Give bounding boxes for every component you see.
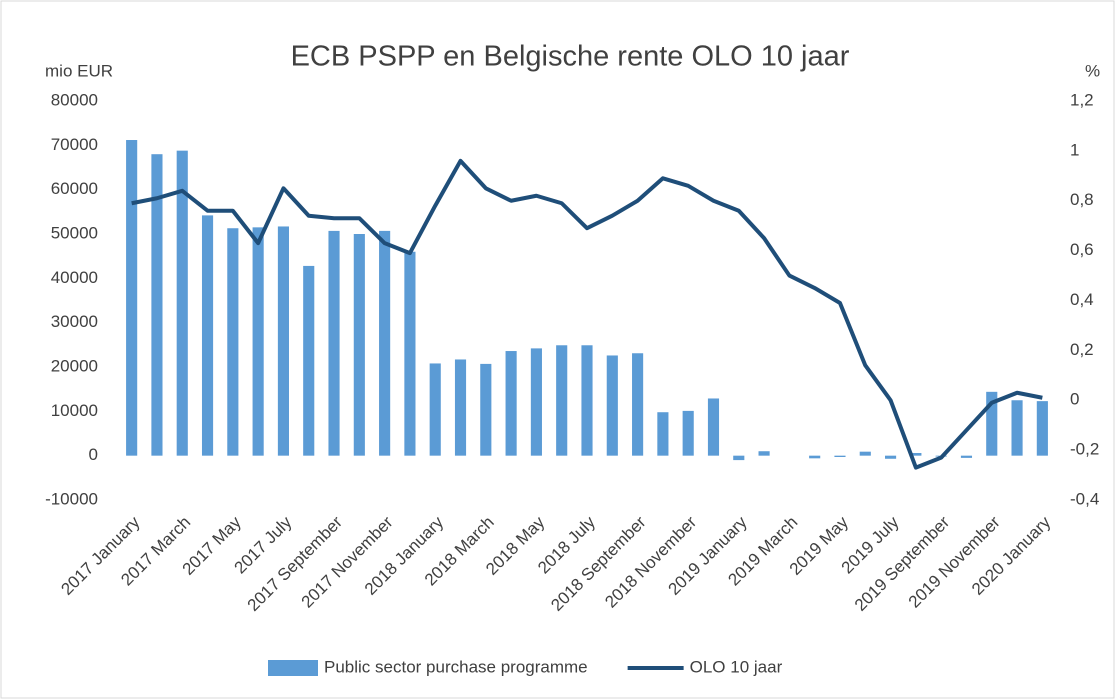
bar xyxy=(809,455,821,459)
y-tick-label: 0 xyxy=(89,445,98,464)
y2-tick-label: 1 xyxy=(1070,140,1079,159)
y2-tick-label: 1,2 xyxy=(1070,90,1094,109)
bar xyxy=(632,353,644,456)
chart-title: ECB PSPP en Belgische rente OLO 10 jaar xyxy=(291,41,850,73)
y2-tick-label: 0 xyxy=(1070,390,1079,409)
y2-tick-label: 0,4 xyxy=(1070,290,1094,309)
legend-label: Public sector purchase programme xyxy=(324,657,588,676)
bar xyxy=(960,455,973,458)
bar xyxy=(252,227,264,456)
line xyxy=(131,158,1043,470)
y-axis-label: mio EUR xyxy=(45,61,113,80)
bar xyxy=(277,226,289,456)
bar xyxy=(581,345,593,456)
bar xyxy=(682,410,694,456)
bar xyxy=(176,150,188,456)
bar xyxy=(328,230,340,456)
y-tick-label: 40000 xyxy=(51,268,98,287)
bar xyxy=(505,351,517,456)
y2-tick-label: 0,2 xyxy=(1070,340,1094,359)
y2-tick-label: 0,6 xyxy=(1070,240,1094,259)
bar xyxy=(404,251,416,456)
bar xyxy=(1036,401,1048,456)
bar xyxy=(758,451,770,456)
legend-swatch xyxy=(268,660,318,676)
y-tick-label: 70000 xyxy=(51,135,98,154)
bar xyxy=(151,154,163,456)
y-tick-label: -10000 xyxy=(45,489,98,508)
bar xyxy=(859,451,871,456)
y2-tick-label: -0,2 xyxy=(1070,440,1099,459)
y-tick-label: 50000 xyxy=(51,223,98,242)
bar xyxy=(556,345,568,456)
bar xyxy=(303,265,315,456)
y-tick-label: 10000 xyxy=(51,401,98,420)
y2-tick-label: 0,8 xyxy=(1070,190,1094,209)
bar xyxy=(1011,400,1023,456)
y-tick-label: 30000 xyxy=(51,312,98,331)
bar xyxy=(885,455,897,459)
y2-axis-label: % xyxy=(1085,61,1100,80)
bar xyxy=(353,234,365,456)
y-tick-label: 20000 xyxy=(51,356,98,375)
y-tick-label: 80000 xyxy=(51,90,98,109)
bar xyxy=(454,359,467,456)
bar xyxy=(834,455,846,457)
bar xyxy=(480,363,492,456)
bar xyxy=(986,391,998,456)
y-tick-label: 60000 xyxy=(51,179,98,198)
bar xyxy=(126,140,138,456)
bar xyxy=(733,455,745,461)
bar xyxy=(429,363,441,456)
bar xyxy=(910,453,922,456)
bar xyxy=(606,355,618,456)
bar xyxy=(201,215,214,456)
bar xyxy=(379,230,391,456)
bar xyxy=(530,348,542,456)
y2-tick-label: -0,4 xyxy=(1070,489,1099,508)
bar xyxy=(657,412,669,456)
bar xyxy=(227,228,239,456)
bar xyxy=(707,398,720,456)
legend-label: OLO 10 jaar xyxy=(690,657,783,676)
